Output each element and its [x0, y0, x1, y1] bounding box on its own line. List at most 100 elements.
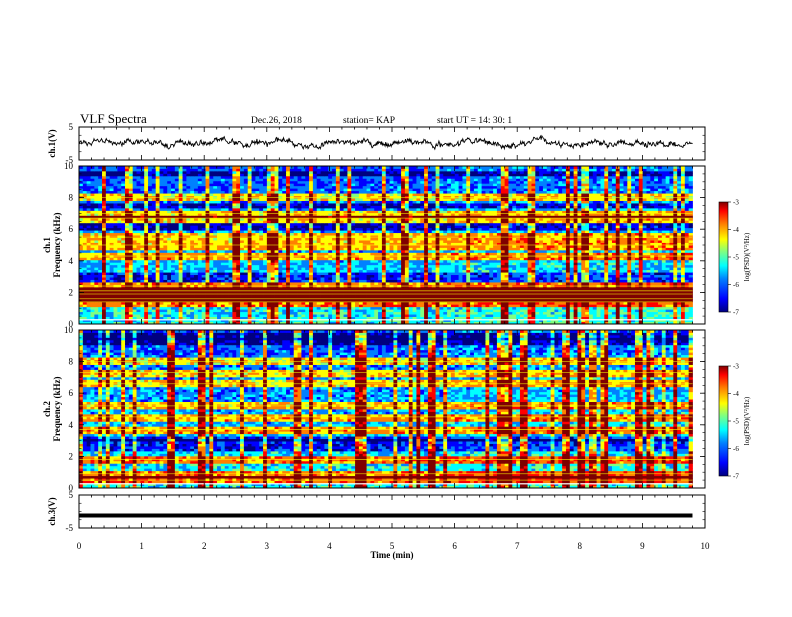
ch1-spectrogram-cell — [577, 296, 582, 300]
ch1-spectrogram-cell — [305, 247, 310, 251]
ch1-spectrogram-cell — [182, 316, 187, 320]
ch1-spectrogram-cell — [128, 245, 134, 248]
ch1-spectrogram-cell — [259, 311, 264, 315]
ch1-spectrogram-cell — [619, 309, 624, 313]
ch1-spectrogram-cell — [424, 301, 429, 305]
ch1-spectrogram-cell — [412, 252, 417, 256]
ch1-spectrogram-cell — [608, 264, 613, 268]
ch1-spectrogram-cell — [581, 272, 586, 276]
ch1-spectrogram-cell — [213, 301, 218, 305]
ch1-spectrogram-cell — [542, 296, 548, 300]
ch1-spectrogram-cell — [385, 301, 390, 305]
figure-title: VLF Spectra — [80, 111, 147, 126]
ch1-spectrogram-cell — [600, 291, 605, 295]
ch1-spectrogram-cell — [297, 286, 302, 290]
ch1-spectrogram-cell — [82, 262, 88, 266]
ch1-spectrogram-cell — [366, 316, 371, 320]
ch1-spectrogram-cell — [286, 252, 291, 256]
ch1-spectrogram-cell — [539, 296, 544, 300]
ch1-spectrogram-cell — [378, 269, 383, 273]
ch1-spectrogram-cell — [309, 291, 314, 295]
ch1-spectrogram-cell — [669, 321, 674, 325]
ch1-spectrogram-cell — [680, 252, 686, 256]
ch1-spectrogram-cell — [301, 304, 306, 308]
ch1-spectrogram-cell — [305, 267, 310, 271]
ch1-spectrogram-cell — [565, 311, 571, 315]
ch1-spectrogram-cell — [427, 301, 433, 305]
ch1-spectrogram-cell — [320, 296, 325, 300]
ch1-spectrogram-cell — [389, 286, 394, 290]
ch1-spectrogram-cell — [286, 249, 291, 253]
ch1-spectrogram-cell — [220, 267, 226, 271]
ch1-spectrogram-cell — [443, 269, 448, 273]
ch1-spectrogram-cell — [90, 294, 95, 298]
ch1-spectrogram-cell — [94, 321, 99, 325]
ch1-spectrogram-cell — [424, 311, 429, 315]
ch1-spectrogram-cell — [688, 272, 693, 276]
ch1-spectrogram-cell — [519, 286, 525, 290]
ch1-spectrogram-cell — [642, 257, 647, 261]
ch1-spectrogram-cell — [209, 311, 214, 315]
ch1-spectrogram-cell — [213, 264, 218, 268]
ch1-spectrogram-cell — [282, 311, 287, 315]
ch1-spectrogram-cell — [416, 277, 421, 280]
ch1-spectrogram-cell — [224, 316, 229, 320]
ch1-spectrogram-cell — [247, 294, 252, 298]
ch1-spectrogram-cell — [301, 311, 306, 315]
ch1-spectrogram-cell — [401, 257, 406, 261]
ch1-spectrogram-cell — [144, 282, 149, 285]
ch1-spectrogram-cell — [500, 291, 505, 295]
ch1-spectrogram-cell — [504, 311, 509, 315]
ch1-spectrogram-cell — [523, 306, 528, 310]
ch1-spectrogram-cell — [201, 249, 206, 253]
ch1-spectrogram-cell — [109, 316, 114, 320]
ch1-spectrogram-cell — [270, 314, 275, 317]
ch1-spectrogram-cell — [665, 309, 670, 313]
ch1-spectrogram-cell — [128, 272, 134, 276]
ch1-spectrogram-cell — [102, 314, 107, 317]
ch1-spectrogram-cell — [255, 291, 260, 295]
ch1-spectrogram-cell — [604, 286, 609, 290]
ch1-spectrogram-cell — [473, 277, 479, 280]
ch1-spectrogram-cell — [646, 291, 651, 295]
ch1-spectrogram-cell — [167, 279, 172, 283]
ch1-spectrogram-cell — [665, 279, 670, 283]
ch1-spectrogram-cell — [688, 249, 693, 253]
ch1-spectrogram-cell — [105, 282, 111, 285]
ch1-spectrogram-cell — [355, 296, 360, 300]
ch1-spectrogram-cell — [121, 279, 126, 283]
ch1-spectrogram-cell — [500, 279, 505, 283]
ch1-spectrogram-cell — [385, 272, 390, 276]
ch1-spectrogram-cell — [608, 309, 613, 313]
ch1-spectrogram-cell — [477, 301, 482, 305]
ch1-spectrogram-cell — [531, 282, 536, 285]
ch1-spectrogram-cell — [531, 321, 536, 325]
ch1-spectrogram-cell — [450, 286, 456, 290]
ch1-spectrogram-cell — [289, 279, 295, 283]
ch1-spectrogram-cell — [512, 264, 517, 268]
ch1-spectrogram-cell — [343, 294, 348, 298]
ch1-spectrogram-cell — [140, 252, 145, 256]
ch1-spectrogram-cell — [209, 282, 214, 285]
ch1-spectrogram-cell — [343, 277, 348, 280]
ch1-spectrogram-cell — [293, 304, 298, 308]
ch1-spectrogram-cell — [565, 274, 571, 278]
ch1-spectrogram-cell — [592, 291, 598, 295]
ch1-spectrogram-cell — [144, 299, 149, 303]
ch1-spectrogram-cell — [125, 291, 130, 295]
ch1-spectrogram-cell — [121, 252, 126, 256]
ch1-spectrogram-cell — [358, 294, 364, 298]
ch1-spectrogram-cell — [236, 321, 241, 325]
ch1-spectrogram-cell — [481, 274, 486, 278]
ch1-spectrogram-cell — [255, 306, 260, 310]
ch1-spectrogram-cell — [447, 294, 452, 298]
ch1-spectrogram-cell — [393, 259, 398, 263]
ch1-spectrogram-cell — [631, 264, 636, 268]
ch1-spectrogram-cell — [569, 262, 575, 266]
ch1-spectrogram-cell — [596, 272, 601, 276]
ch1-spectrogram-cell — [542, 272, 548, 276]
ch1-spectrogram-cell — [546, 279, 552, 283]
ch1-spectrogram-cell — [320, 316, 325, 320]
ch1-spectrogram-cell — [163, 321, 168, 325]
ch1-spectrogram-cell — [94, 269, 99, 273]
